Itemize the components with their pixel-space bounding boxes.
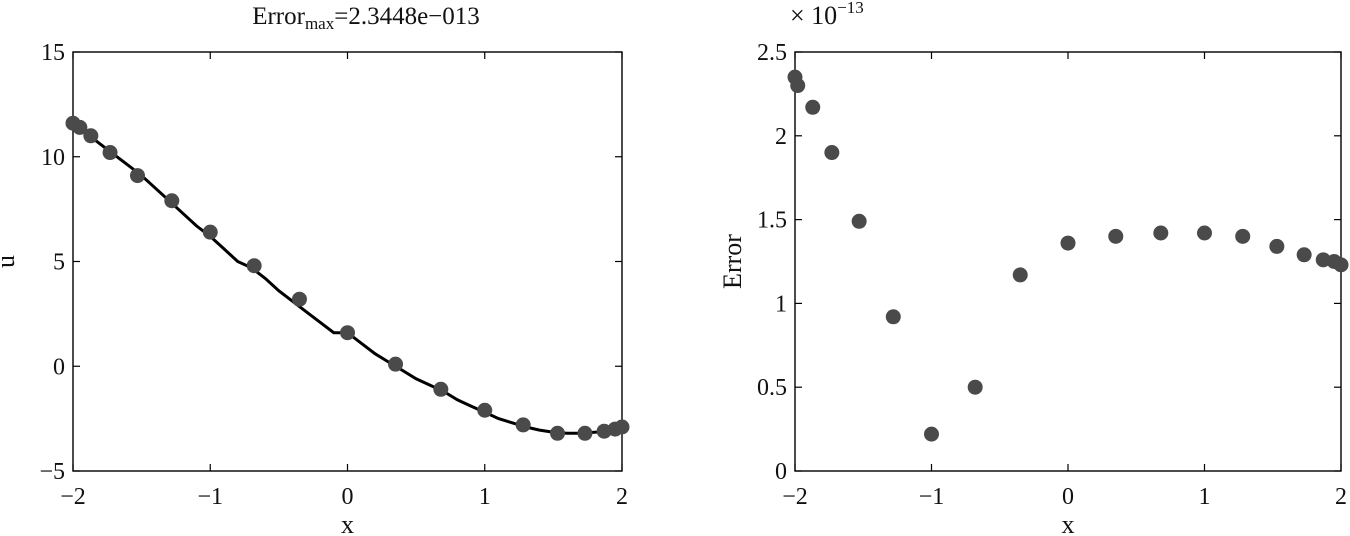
data-point bbox=[1269, 238, 1285, 254]
x-tick-label: 1 bbox=[1199, 484, 1211, 510]
y-tick-label: 1.5 bbox=[757, 208, 787, 234]
data-point bbox=[1235, 228, 1251, 244]
scale-factor-label: × 10−13 bbox=[790, 0, 864, 30]
x-tick-label: 0 bbox=[342, 484, 354, 510]
y-axis-label: Error bbox=[718, 234, 747, 289]
y-tick-label: 1 bbox=[775, 291, 787, 317]
x-tick-label: 0 bbox=[1062, 484, 1074, 510]
data-point bbox=[164, 193, 180, 209]
data-point bbox=[1012, 267, 1028, 283]
data-point bbox=[388, 356, 404, 372]
data-point bbox=[433, 381, 449, 397]
y-tick-label: 2.5 bbox=[757, 40, 787, 66]
chart-panel-u: Errormax=2.3448e−013 −2 −1 0 1 2 −5 0 5 10 15 x u bbox=[0, 3, 630, 536]
y-axis-label: u bbox=[0, 255, 20, 268]
data-point bbox=[340, 325, 355, 341]
data-point bbox=[885, 309, 901, 325]
data-point bbox=[1197, 225, 1212, 241]
data-point bbox=[851, 213, 867, 229]
x-tick-label: 2 bbox=[616, 484, 628, 510]
y-tick-label: 10 bbox=[41, 145, 65, 171]
x-axis-label: x bbox=[341, 510, 354, 536]
data-point bbox=[291, 291, 307, 307]
y-tick-label: 0 bbox=[775, 459, 787, 485]
x-tick-label: −1 bbox=[919, 484, 945, 510]
plot-frame bbox=[72, 51, 623, 472]
data-point bbox=[824, 145, 840, 161]
data-point bbox=[1060, 235, 1076, 251]
data-point bbox=[102, 145, 118, 161]
data-point bbox=[130, 168, 146, 184]
data-point bbox=[549, 425, 565, 441]
data-point bbox=[72, 119, 88, 135]
x-tick-label: −2 bbox=[782, 484, 808, 510]
x-axis-label: x bbox=[1062, 510, 1075, 536]
data-point bbox=[246, 258, 262, 274]
x-tick-label: −1 bbox=[197, 484, 223, 510]
y-tick-label: 15 bbox=[41, 40, 65, 66]
chart-title: Errormax=2.3448e−013 bbox=[252, 3, 480, 33]
data-point bbox=[805, 99, 821, 115]
y-tick-label: 2 bbox=[775, 124, 787, 150]
series-line bbox=[72, 122, 623, 435]
x-tick-label: 2 bbox=[1335, 484, 1347, 510]
data-point bbox=[83, 128, 99, 144]
x-tick-label: −2 bbox=[60, 484, 86, 510]
chart-panel-error: × 10−13 −2 −1 0 1 2 0 0.5 1 1.5 2 2.5 x Error bbox=[718, 0, 1349, 536]
y-tick-label: −5 bbox=[39, 459, 65, 485]
data-point bbox=[577, 425, 593, 441]
data-point bbox=[924, 426, 939, 442]
x-tick-label: 1 bbox=[479, 484, 491, 510]
data-point bbox=[967, 379, 983, 395]
data-point bbox=[1108, 228, 1124, 244]
y-tick-label: 0.5 bbox=[757, 375, 787, 401]
data-point bbox=[614, 419, 630, 435]
data-point bbox=[1153, 225, 1169, 241]
plot-frame bbox=[794, 51, 1342, 472]
y-tick-label: 5 bbox=[53, 250, 65, 276]
data-point bbox=[1333, 257, 1349, 273]
data-point bbox=[477, 402, 493, 418]
data-point bbox=[515, 417, 531, 433]
data-point bbox=[1296, 247, 1312, 263]
data-point bbox=[790, 78, 806, 94]
y-tick-label: 0 bbox=[53, 354, 65, 380]
data-point bbox=[202, 224, 218, 240]
